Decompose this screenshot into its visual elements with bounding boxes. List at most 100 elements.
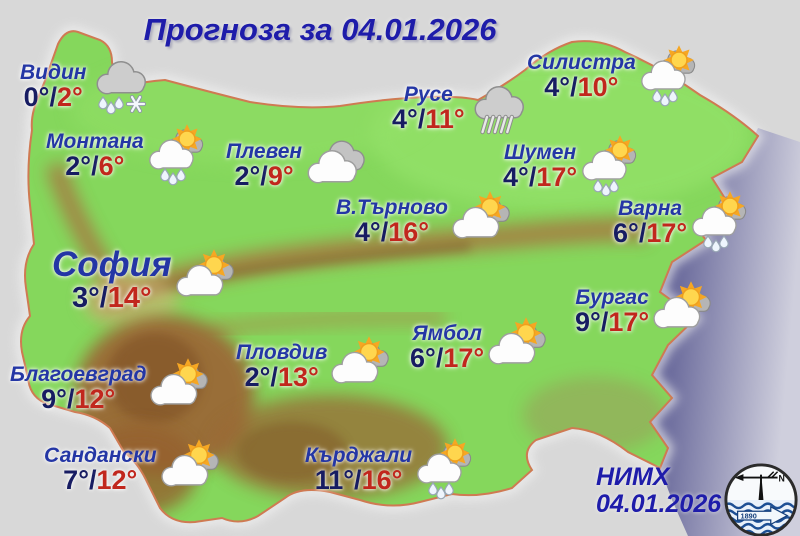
max-temp: 12° xyxy=(96,465,138,496)
temp-separator: / xyxy=(270,362,278,393)
city-name: Пловдив xyxy=(236,341,328,365)
station-text: Шумен 4°/17° xyxy=(503,142,577,192)
sun-cloud-icon xyxy=(650,281,716,342)
station-text: Видин 0°/2° xyxy=(20,62,87,112)
footer-date: 04.01.2026 xyxy=(596,490,722,518)
sun-cloud-rain-icon xyxy=(578,135,644,197)
temp-separator: / xyxy=(89,465,97,496)
max-temp: 17° xyxy=(536,162,578,193)
station-text: Сандански 7°/12° xyxy=(44,445,157,495)
sun-cloud-icon xyxy=(485,317,551,378)
temp-separator: / xyxy=(528,162,537,193)
min-temp: 2° xyxy=(234,161,261,192)
sun-cloud-rain-icon xyxy=(637,45,703,107)
temp-separator: / xyxy=(600,307,609,338)
max-temp: 17° xyxy=(608,307,650,338)
footer-credit: НИМХ 04.01.2026 xyxy=(596,464,721,518)
max-temp: 2° xyxy=(57,82,83,113)
city-name: Монтана xyxy=(46,130,144,154)
temp-separator: / xyxy=(99,281,108,314)
temp-separator: / xyxy=(354,465,362,496)
temp-separator: / xyxy=(260,161,268,192)
weather-station: Благоевград 9°/12° xyxy=(10,358,213,419)
weather-vane-icon xyxy=(734,471,779,500)
city-name: Варна xyxy=(618,197,683,221)
temperatures: 9°/12° xyxy=(41,384,116,415)
temp-separator: / xyxy=(49,82,57,113)
temperatures: 7°/12° xyxy=(63,465,138,496)
station-text: Бургас 9°/17° xyxy=(575,287,649,337)
max-temp: 11° xyxy=(425,104,465,135)
city-name: Силистра xyxy=(527,51,636,75)
max-temp: 17° xyxy=(443,343,485,374)
weather-station: София 3°/14° xyxy=(52,245,239,314)
max-temp: 14° xyxy=(107,281,152,314)
station-text: Плевен 2°/9° xyxy=(226,141,302,191)
cloudy-icon xyxy=(303,136,369,196)
city-name: Русе xyxy=(403,83,453,107)
temperatures: 4°/17° xyxy=(503,162,578,193)
sun-cloud-icon xyxy=(158,439,224,500)
temp-separator: / xyxy=(91,151,99,182)
temp-separator: / xyxy=(417,104,426,135)
sun-cloud-icon xyxy=(173,249,239,310)
temp-separator: / xyxy=(66,384,75,415)
temperatures: 4°/16° xyxy=(354,217,430,248)
station-text: Силистра 4°/10° xyxy=(527,52,636,102)
city-name: Видин xyxy=(20,61,87,85)
weather-station: Ямбол 6°/17° xyxy=(410,317,551,378)
min-temp: 9° xyxy=(575,307,601,338)
city-name: В.Търново xyxy=(336,196,449,220)
black-sea xyxy=(650,128,800,536)
station-text: В.Търново 4°/16° xyxy=(336,197,448,247)
weather-station: Силистра 4°/10° xyxy=(527,45,703,107)
weather-station: Монтана 2°/6° xyxy=(46,124,211,186)
max-temp: 10° xyxy=(577,72,619,103)
city-name: Бургас xyxy=(575,286,649,310)
station-text: Благоевград 9°/12° xyxy=(10,364,146,414)
temperatures: 4°/11° xyxy=(392,104,465,135)
weather-station: Видин 0°/2° xyxy=(20,57,154,117)
max-temp: 17° xyxy=(646,218,688,249)
logo-waves: 1890 xyxy=(725,500,797,536)
min-temp: 0° xyxy=(23,82,50,113)
temperatures: 3°/14° xyxy=(72,281,152,314)
compass-n-label: N xyxy=(779,473,785,483)
max-temp: 12° xyxy=(74,384,116,415)
temperatures: 6°/17° xyxy=(613,218,688,249)
sun-cloud-icon xyxy=(449,191,515,252)
min-temp: 4° xyxy=(354,217,381,248)
cloud-rain-snow-icon xyxy=(88,57,154,117)
rain-icon xyxy=(466,79,532,139)
station-text: Пловдив 2°/13° xyxy=(236,342,327,392)
weather-station: Кърджали 11°/16° xyxy=(305,438,479,500)
temperatures: 11°/16° xyxy=(314,465,403,496)
weather-station: Русе 4°/11° xyxy=(392,79,532,139)
org-name: НИМХ xyxy=(596,463,670,491)
max-temp: 16° xyxy=(388,217,430,248)
nimh-logo: 1890 N xyxy=(722,461,800,536)
city-name: София xyxy=(52,245,172,284)
weather-station: Плевен 2°/9° xyxy=(226,136,369,196)
temperatures: 2°/9° xyxy=(234,161,294,192)
sun-cloud-rain-icon xyxy=(413,438,479,500)
min-temp: 7° xyxy=(63,465,89,496)
city-name: Сандански xyxy=(44,444,157,468)
max-temp: 9° xyxy=(267,161,294,192)
forecast-title: Прогноза за 04.01.2026 xyxy=(143,12,497,47)
temperatures: 4°/10° xyxy=(544,72,619,103)
temperatures: 2°/6° xyxy=(65,151,124,182)
sun-cloud-icon xyxy=(328,336,394,397)
station-text: София 3°/14° xyxy=(52,245,172,314)
weather-station: Бургас 9°/17° xyxy=(575,281,716,342)
min-temp: 11° xyxy=(314,465,355,496)
city-name: Плевен xyxy=(226,140,303,164)
min-temp: 6° xyxy=(410,343,436,374)
max-temp: 16° xyxy=(361,465,403,496)
temperatures: 9°/17° xyxy=(575,307,650,338)
weather-station: Пловдив 2°/13° xyxy=(236,336,394,397)
sun-cloud-rain-icon xyxy=(688,191,754,253)
weather-station: В.Търново 4°/16° xyxy=(336,191,515,252)
city-name: Благоевград xyxy=(10,363,147,387)
weather-station: Сандански 7°/12° xyxy=(44,439,224,500)
